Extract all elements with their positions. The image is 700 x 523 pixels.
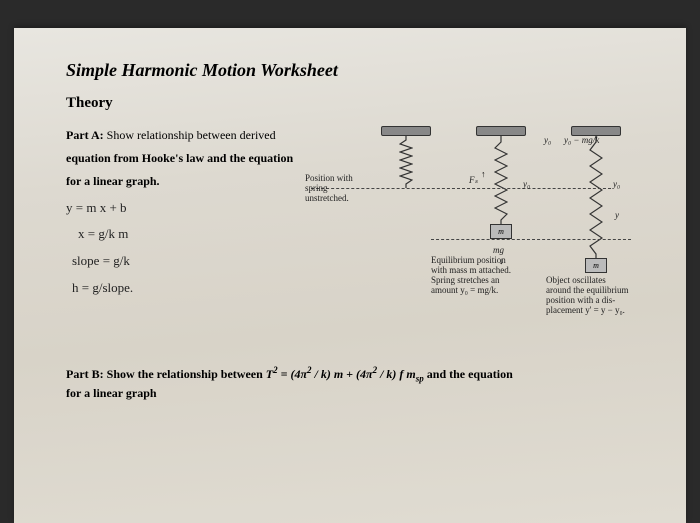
worksheet-page: Simple Harmonic Motion Worksheet Theory … bbox=[14, 28, 686, 523]
mass-2-label: m bbox=[498, 227, 504, 236]
label-y0-right: y₀ bbox=[613, 180, 620, 190]
worksheet-title: Simple Harmonic Motion Worksheet bbox=[66, 60, 634, 81]
label-y0-mid: y₀ bbox=[523, 180, 530, 190]
part-a-line3: for a linear graph. bbox=[66, 172, 301, 191]
label-osc4: placement y' = y − y₀. bbox=[546, 306, 625, 316]
part-b-prefix: Part B: Show the relationship between bbox=[66, 367, 266, 381]
part-a-line1: Part A: Show relationship between derive… bbox=[66, 126, 301, 145]
mount-bar-2 bbox=[476, 126, 526, 136]
handwritten-eq1: y = m x + b bbox=[66, 198, 301, 219]
spring-diagram: m m Position with spring unstretched. y₀… bbox=[311, 126, 634, 326]
part-a-t2: equation from Hooke's law and the equati… bbox=[66, 151, 293, 165]
part-b-eq: T2 = (4π2 / k) m + (4π2 / k) f msp bbox=[266, 367, 424, 381]
label-y0-frac: y₀ − mg/k bbox=[564, 136, 599, 146]
handwritten-eq3: slope = g/k bbox=[72, 251, 301, 272]
label-unstretched: unstretched. bbox=[305, 194, 349, 204]
handwritten-eq2: x = g/k m bbox=[78, 224, 301, 245]
theory-heading: Theory bbox=[66, 95, 634, 112]
mass-3-label: m bbox=[593, 261, 599, 270]
part-b-line2: for a linear graph bbox=[66, 386, 157, 400]
part-b-suffix: and the equation bbox=[424, 367, 513, 381]
label-y-right: y bbox=[615, 211, 619, 221]
part-a-t1: Show relationship between derived bbox=[107, 128, 276, 142]
part-b-text: Part B: Show the relationship between T2… bbox=[66, 364, 634, 403]
label-Fs: Fₛ bbox=[469, 176, 478, 186]
handwritten-eq4: h = g/slope. bbox=[72, 278, 301, 299]
part-a-row: Part A: Show relationship between derive… bbox=[66, 126, 634, 326]
part-a-text: Part A: Show relationship between derive… bbox=[66, 126, 301, 326]
mass-2: m bbox=[490, 224, 512, 239]
label-eq4: amount y₀ = mg/k. bbox=[431, 286, 498, 296]
dash-unstretched bbox=[311, 188, 611, 189]
spring-1 bbox=[399, 136, 413, 188]
part-a-label: Part A: bbox=[66, 128, 104, 142]
mount-bar-1 bbox=[381, 126, 431, 136]
part-a-line2: equation from Hooke's law and the equati… bbox=[66, 149, 301, 168]
spring-2 bbox=[494, 136, 508, 224]
arrow-Fs: ↑ bbox=[481, 169, 486, 179]
part-a-t3: for a linear graph. bbox=[66, 174, 160, 188]
part-b-line1: Part B: Show the relationship between T2… bbox=[66, 367, 513, 381]
label-y0-top: y₀ bbox=[544, 136, 551, 146]
dash-equilibrium bbox=[431, 239, 631, 240]
mass-3: m bbox=[585, 258, 607, 273]
